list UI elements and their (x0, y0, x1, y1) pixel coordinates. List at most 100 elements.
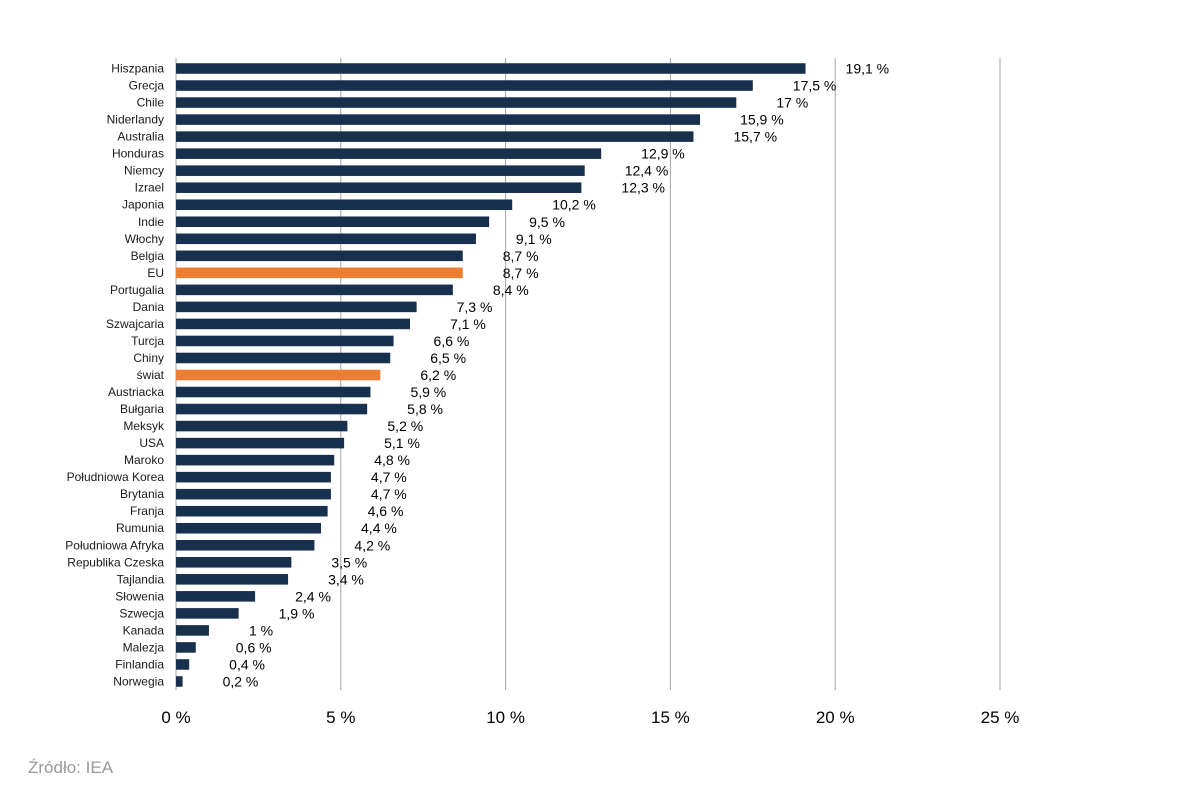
category-label: Brytania (120, 487, 164, 501)
source-note: Źródło: IEA (28, 758, 114, 777)
category-label: Honduras (112, 147, 164, 161)
category-label: Izrael (135, 181, 164, 195)
bar (176, 250, 463, 262)
bar (176, 642, 196, 653)
category-label: Maroko (124, 453, 164, 467)
bar (176, 267, 463, 279)
value-label: 1,9 % (279, 605, 315, 621)
bar (176, 199, 513, 211)
value-label: 0,6 % (236, 639, 272, 655)
x-tick-label: 0 % (161, 708, 190, 727)
category-label: Południowa Korea (67, 470, 165, 484)
bar (176, 420, 348, 432)
category-label: Szwajcaria (106, 317, 164, 331)
category-label: Słowenia (115, 589, 164, 603)
category-label: Finlandia (115, 657, 164, 671)
value-label: 12,3 % (621, 180, 665, 196)
category-label: Turcja (131, 334, 164, 348)
category-label: Dania (133, 300, 165, 314)
bar (176, 625, 209, 636)
bar (176, 454, 335, 466)
bar (176, 522, 322, 534)
category-label: Belgia (131, 249, 165, 263)
value-label: 0,2 % (223, 673, 259, 689)
bar (176, 505, 328, 517)
x-axis-tick-labels: 0 % 5 % 10 % 15 % 20 % 25 % (161, 708, 1019, 727)
category-label: Chiny (133, 351, 164, 365)
category-label: Meksyk (123, 419, 165, 433)
value-label: 9,1 % (516, 231, 552, 247)
category-labels: Hiszpania Grecja Chile Niderlandy Australia H… (65, 62, 165, 689)
category-label: Austriacka (108, 385, 164, 399)
bar (176, 63, 806, 74)
category-label: USA (139, 436, 164, 450)
category-label: Niemcy (124, 164, 164, 178)
value-label: 10,2 % (552, 197, 596, 213)
category-label: Południowa Afryka (65, 538, 164, 552)
category-label: Bułgaria (120, 402, 164, 416)
value-label: 4,2 % (354, 537, 390, 553)
bar (176, 80, 753, 91)
value-label: 15,9 % (740, 112, 784, 128)
bar (176, 148, 602, 159)
bar (176, 318, 411, 330)
bar (176, 131, 694, 142)
value-label: 17,5 % (793, 78, 837, 94)
bar (176, 369, 381, 381)
bar (176, 608, 239, 619)
category-label: Franja (130, 504, 164, 518)
category-label: Tajlandia (117, 572, 165, 586)
value-label: 1 % (249, 622, 273, 638)
bar (176, 591, 256, 602)
category-label: Malezja (123, 640, 165, 654)
value-label: 12,9 % (641, 146, 685, 162)
value-label: 19,1 % (846, 61, 890, 77)
category-label: świat (137, 368, 165, 382)
bar (176, 676, 183, 687)
bar (176, 335, 394, 347)
category-label: Szwecja (119, 606, 164, 620)
bar (176, 284, 453, 296)
bar (176, 437, 345, 449)
category-label: Republika Czeska (67, 555, 164, 569)
value-label: 0,4 % (229, 656, 265, 672)
bar (176, 114, 701, 125)
category-label: Grecja (129, 79, 165, 93)
bar (176, 403, 368, 415)
value-label: 7,1 % (450, 316, 486, 332)
value-label: 4,7 % (371, 486, 407, 502)
bar (176, 352, 391, 364)
category-label: Indie (138, 215, 164, 229)
bar (176, 165, 585, 176)
value-label: 6,6 % (434, 333, 470, 349)
category-label: Włochy (125, 232, 164, 246)
bar (176, 182, 582, 193)
value-label: 5,8 % (407, 401, 443, 417)
value-label: 8,7 % (503, 265, 539, 281)
bar (176, 471, 331, 483)
value-label: 12,4 % (625, 163, 669, 179)
value-label: 8,7 % (503, 248, 539, 264)
value-label: 8,4 % (493, 282, 529, 298)
bar (176, 539, 315, 551)
bar (176, 574, 289, 585)
category-label: Hiszpania (111, 62, 164, 76)
bar (176, 557, 292, 568)
bar (176, 97, 737, 108)
value-label: 5,1 % (384, 435, 420, 451)
value-label: 5,9 % (410, 384, 446, 400)
x-tick-label: 25 % (981, 708, 1020, 727)
category-label: Chile (137, 96, 165, 110)
bar (176, 301, 417, 313)
value-label: 6,5 % (430, 350, 466, 366)
category-label: Japonia (122, 198, 164, 212)
category-label: EU (147, 266, 164, 280)
bar (176, 233, 476, 245)
gridlines (175, 58, 1001, 690)
category-label: Australia (117, 130, 164, 144)
category-label: Norwegia (113, 674, 164, 688)
category-label: Kanada (123, 623, 165, 637)
value-label: 3,5 % (331, 554, 367, 570)
bar (176, 659, 190, 670)
